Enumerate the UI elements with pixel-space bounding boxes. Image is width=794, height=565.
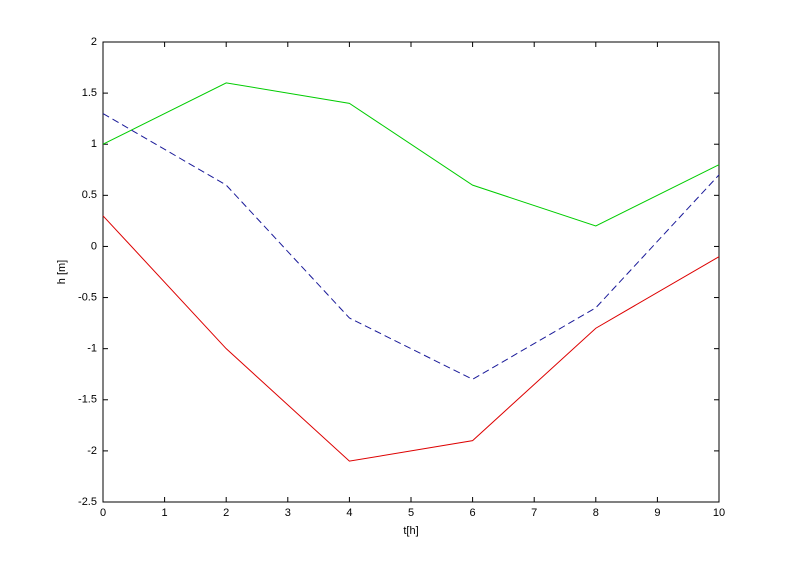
x-tick-label: 10: [713, 507, 725, 519]
x-tick-label: 9: [654, 507, 660, 519]
x-tick-label: 1: [162, 507, 168, 519]
x-tick-label: 5: [408, 507, 414, 519]
y-tick-label: 0: [91, 240, 97, 252]
x-tick-label: 8: [593, 507, 599, 519]
series-line: [102, 82, 720, 227]
x-tick-label: 2: [223, 507, 229, 519]
x-tick-label: 3: [285, 507, 291, 519]
x-tick-label: 6: [470, 507, 476, 519]
x-axis-label: t[h]: [403, 525, 418, 537]
y-tick-label: -1.5: [78, 394, 97, 406]
series-line: [102, 113, 720, 380]
y-tick-label: 1.5: [82, 87, 97, 99]
plot-frame: [102, 41, 720, 503]
series-line: [102, 215, 720, 462]
x-tick-label: 0: [100, 507, 106, 519]
y-tick-label: 0.5: [82, 189, 97, 201]
x-tick-label: 7: [531, 507, 537, 519]
y-tick-label: -1: [87, 343, 97, 355]
y-tick-label: 1: [91, 138, 97, 150]
x-tick-label: 4: [346, 507, 352, 519]
y-tick-label: -0.5: [78, 291, 97, 303]
y-axis-label: h [m]: [56, 260, 68, 284]
y-tick-label: -2: [87, 445, 97, 457]
y-tick-label: -2.5: [78, 496, 97, 508]
y-tick-label: 2: [91, 36, 97, 48]
